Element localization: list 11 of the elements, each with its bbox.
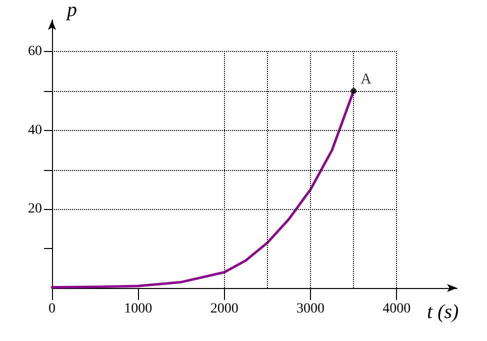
x-tick-label: 4000 [382, 302, 411, 316]
x-tick-label: 3000 [296, 302, 325, 316]
annotation: A [360, 71, 372, 88]
x-tick-label: 1000 [124, 302, 152, 316]
x-tick-label: 2000 [210, 302, 238, 316]
y-tick-label: 40 [28, 122, 42, 138]
y-tick-label: 20 [28, 202, 42, 217]
y-axis-title: p [65, 0, 77, 21]
y-tick-label: 60 [28, 44, 42, 60]
x-axis-title: t (s) [427, 301, 459, 323]
x-tick-label: 0 [48, 302, 56, 316]
